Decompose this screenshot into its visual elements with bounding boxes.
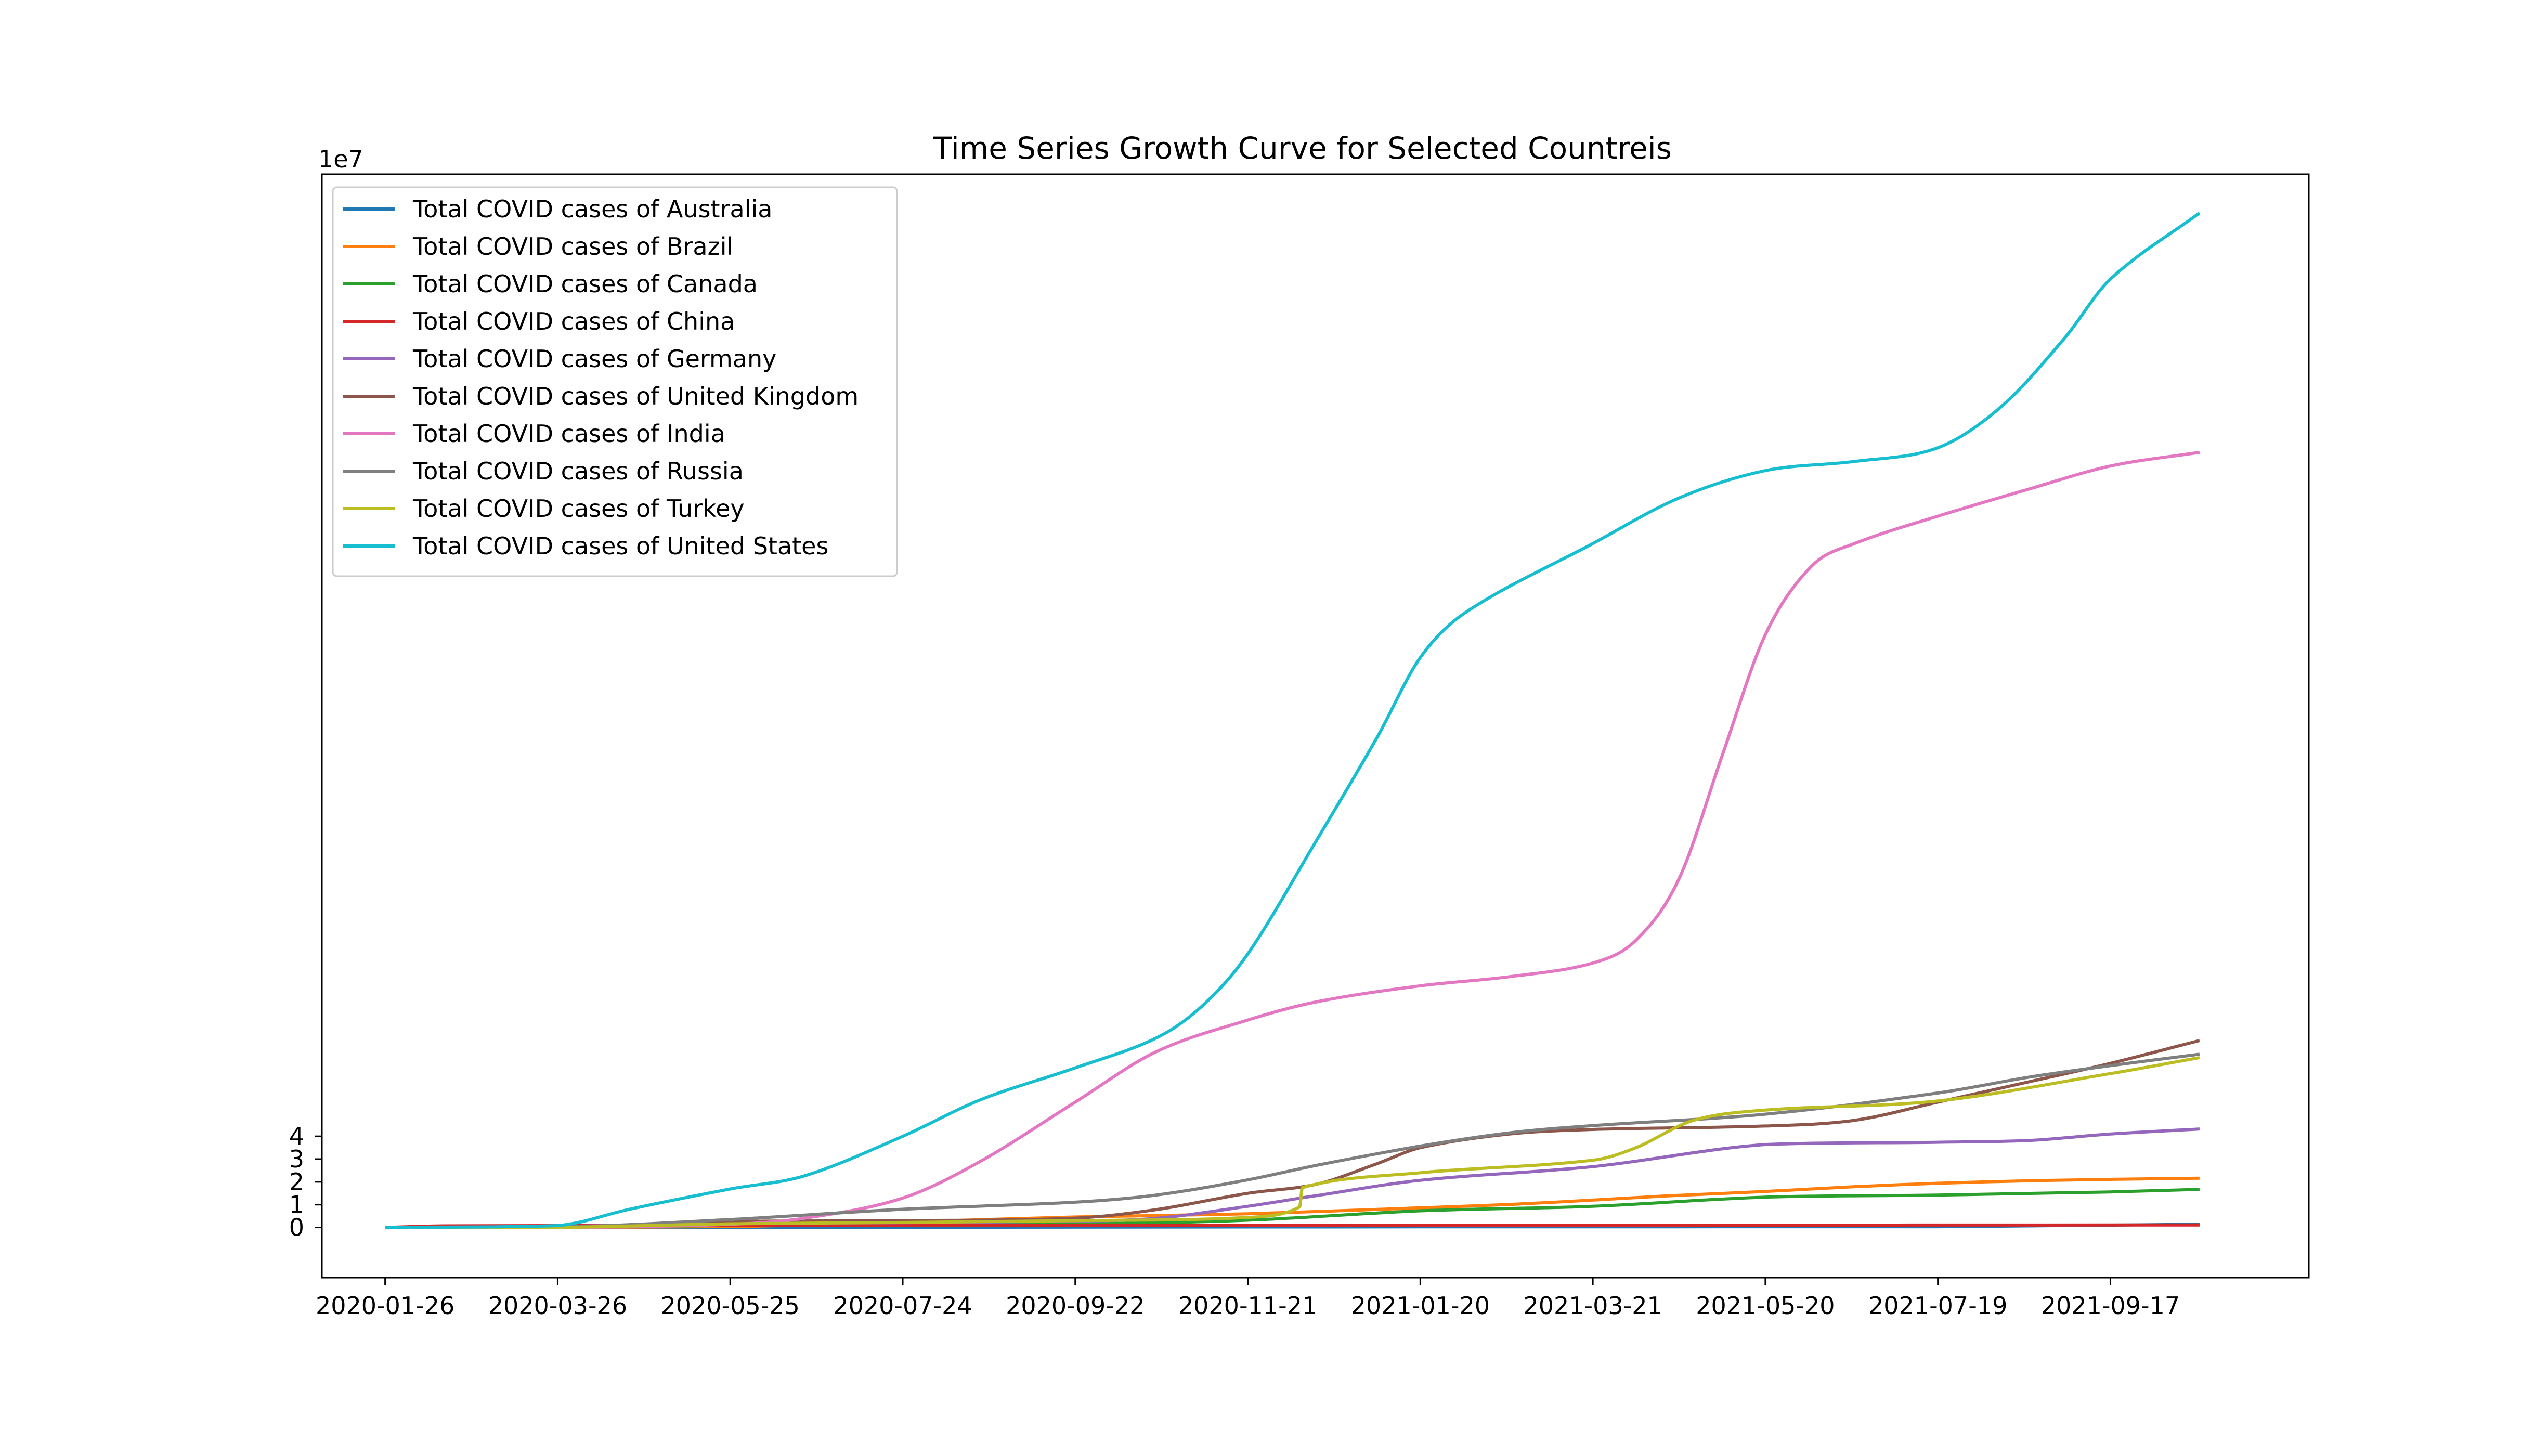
y-tick-label: 0 — [289, 1214, 304, 1242]
legend-label: Total COVID cases of United Kingdom — [412, 382, 859, 410]
x-tick-label: 2020-11-21 — [1178, 1292, 1317, 1320]
x-tick-label: 2020-05-25 — [661, 1292, 800, 1320]
series-line-6 — [385, 450, 2200, 1229]
y-tick-label: 3 — [289, 1145, 304, 1173]
x-tick-label: 2021-05-20 — [1696, 1292, 1835, 1320]
legend-label: Total COVID cases of Russia — [412, 457, 744, 485]
legend: Total COVID cases of Australia Total COVI… — [332, 186, 898, 577]
x-tick-label: 2021-07-19 — [1868, 1292, 2007, 1320]
x-tick-label: 2020-09-22 — [1006, 1292, 1145, 1320]
y-axis-offset-label: 1e7 — [318, 145, 363, 173]
legend-frame — [332, 186, 898, 577]
legend-label: Total COVID cases of Germany — [412, 345, 776, 373]
chart-title: Time Series Growth Curve for Selected Co… — [933, 131, 1672, 166]
x-tick-label: 2021-09-17 — [2041, 1292, 2180, 1320]
y-tick-label: 2 — [289, 1168, 304, 1196]
legend-label: Total COVID cases of Turkey — [412, 495, 745, 523]
series-line-9 — [385, 212, 2201, 1229]
series-line-8 — [385, 1056, 2200, 1229]
x-axis: 2020-01-26 2020-03-26 2020-05-25 2020-07-24… — [316, 1278, 2180, 1320]
y-tick-label: 1 — [289, 1191, 304, 1219]
x-tick-label: 2020-07-24 — [833, 1292, 972, 1320]
legend-label: Total COVID cases of Australia — [412, 195, 772, 223]
legend-label: Total COVID cases of Brazil — [412, 232, 733, 261]
x-tick-label: 2021-03-21 — [1523, 1292, 1662, 1320]
series-line-7 — [385, 1052, 2200, 1229]
plot-frame — [321, 173, 2310, 1279]
x-tick-label: 2020-01-26 — [316, 1292, 454, 1320]
legend-label: Total COVID cases of India — [412, 420, 725, 448]
legend-label: Total COVID cases of China — [412, 307, 735, 335]
series-layer — [385, 212, 2201, 1229]
x-tick-label: 2021-01-20 — [1351, 1292, 1490, 1320]
legend-label: Total COVID cases of United States — [412, 532, 828, 560]
legend-label: Total COVID cases of Canada — [412, 270, 758, 298]
x-tick-label: 2020-03-26 — [488, 1292, 627, 1320]
y-tick-label: 4 — [289, 1122, 304, 1150]
